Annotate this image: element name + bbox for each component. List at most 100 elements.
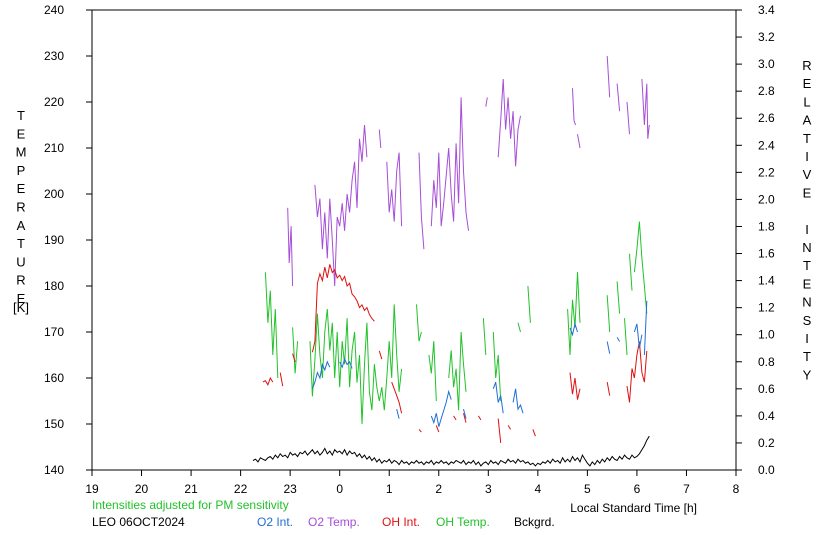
series-o2-int-segment <box>633 323 643 349</box>
x-tick-label: 20 <box>135 482 149 496</box>
series-oh-int-segment <box>279 372 284 387</box>
right-axis-title-letter: E <box>803 76 812 91</box>
series-o2-int-segment <box>430 389 452 427</box>
series-oh-temp-segment <box>606 295 611 333</box>
right-tick-label: 0.6 <box>758 382 775 396</box>
series-o2-int-segment <box>643 300 648 356</box>
series-o2-int-segment <box>463 408 467 419</box>
left-tick-label: 190 <box>44 233 64 247</box>
right-axis-title-letter: I <box>805 149 809 164</box>
left-axis-title-letter: M <box>16 145 27 160</box>
series-oh-temp-segment <box>624 318 628 356</box>
right-tick-label: 3.2 <box>758 30 775 44</box>
x-tick-label: 3 <box>485 482 492 496</box>
series-oh-int-segment <box>262 376 274 386</box>
series-oh-int-segment <box>311 264 375 353</box>
series-bckgrd-segment <box>252 435 650 467</box>
left-tick-label: 180 <box>44 279 64 293</box>
left-axis-title-letter: U <box>16 254 25 269</box>
right-tick-label: 1.6 <box>758 247 775 261</box>
x-tick-label: 0 <box>336 482 343 496</box>
right-axis-title-letter: N <box>802 240 811 255</box>
right-axis-title-letter: L <box>803 94 810 109</box>
axes: 1401501601701801902002102202302400.00.20… <box>44 3 775 496</box>
series-o2-int-segment <box>311 360 331 389</box>
right-tick-label: 3.4 <box>758 3 775 17</box>
right-tick-label: 1.2 <box>758 301 775 315</box>
series-oh-int-segment <box>435 425 440 433</box>
right-axis-title-letter: T <box>803 131 811 146</box>
series-layer <box>252 55 650 467</box>
right-axis-title-letter: N <box>802 295 811 310</box>
series-oh-temp-segment <box>482 318 487 356</box>
series-o2-int-segment <box>569 321 578 337</box>
right-tick-label: 0.2 <box>758 436 775 450</box>
left-axis-title-letter: P <box>17 163 26 178</box>
series-o2-int-segment <box>492 381 504 414</box>
series-oh-temp-segment <box>527 285 531 323</box>
series-o2-temp-segment <box>430 97 469 231</box>
series-oh-int-segment <box>606 382 611 396</box>
left-axis-title-letter: E <box>17 291 26 306</box>
plot-frame <box>91 9 737 471</box>
left-tick-label: 210 <box>44 141 64 155</box>
left-axis-unit: [K] <box>13 300 29 315</box>
series-o2-temp-segment <box>485 97 488 107</box>
series-oh-int-segment <box>453 415 457 421</box>
right-tick-label: 3.0 <box>758 57 775 71</box>
right-tick-label: 2.8 <box>758 84 775 98</box>
series-oh-temp-segment <box>629 253 633 291</box>
series-oh-int-segment <box>391 381 403 414</box>
series-oh-int-segment <box>418 429 422 433</box>
right-axis-title-letter: T <box>803 349 811 364</box>
legend-entry-bckgrd: Bckgrd. <box>514 515 555 529</box>
series-o2-temp-segment <box>386 152 403 227</box>
right-axis-title-letter: Y <box>803 367 812 382</box>
right-axis-title-letter: R <box>802 58 811 73</box>
x-tick-label: 2 <box>435 482 442 496</box>
left-axis-title-letter: R <box>16 200 25 215</box>
plot-frame-rect <box>91 9 737 471</box>
left-tick-label: 150 <box>44 417 64 431</box>
sensitivity-note: Intensities adjusted for PM sensitivity <box>92 498 289 512</box>
series-oh-int-segment <box>463 413 467 423</box>
series-o2-temp-segment <box>572 88 576 126</box>
legend: Intensities adjusted for PM sensitivity L… <box>92 498 555 529</box>
left-axis-title-letter: T <box>17 236 25 251</box>
left-tick-label: 160 <box>44 371 64 385</box>
legend-entry-oh-int: OH Int. <box>382 515 420 529</box>
series-oh-int-segment <box>569 372 581 400</box>
legend-entry-o2-int: O2 Int. <box>257 515 293 529</box>
series-oh-temp-segment <box>264 272 279 379</box>
right-tick-label: 2.2 <box>758 165 775 179</box>
series-oh-int-segment <box>497 418 502 443</box>
right-axis-title-letter: E <box>803 185 812 200</box>
series-oh-temp-segment <box>309 304 403 425</box>
station-date: LEO 06OCT2024 <box>92 515 185 529</box>
series-oh-temp-segment <box>616 281 621 314</box>
series-o2-temp-segment <box>626 101 630 135</box>
x-tick-label: 5 <box>584 482 591 496</box>
series-oh-temp-segment <box>492 331 502 402</box>
series-o2-temp-segment <box>314 124 368 287</box>
series-oh-int-segment <box>532 429 536 437</box>
left-tick-label: 140 <box>44 463 64 477</box>
x-tick-label: 1 <box>386 482 393 496</box>
series-oh-temp-segment <box>517 322 521 333</box>
x-tick-label: 8 <box>733 482 740 496</box>
legend-entry-o2-temp: O2 Temp. <box>308 515 360 529</box>
right-axis-title-letter: S <box>803 313 812 328</box>
series-oh-temp-segment <box>292 327 299 374</box>
right-axis-title-letter: I <box>805 331 809 346</box>
x-tick-label: 22 <box>234 482 248 496</box>
right-tick-label: 1.4 <box>758 274 775 288</box>
series-oh-int-segment <box>507 425 512 430</box>
x-tick-label: 6 <box>634 482 641 496</box>
series-o2-temp-segment <box>418 152 425 250</box>
right-tick-label: 0.0 <box>758 463 775 477</box>
right-tick-label: 1.8 <box>758 219 775 233</box>
left-tick-label: 200 <box>44 187 64 201</box>
right-tick-label: 2.0 <box>758 192 775 206</box>
